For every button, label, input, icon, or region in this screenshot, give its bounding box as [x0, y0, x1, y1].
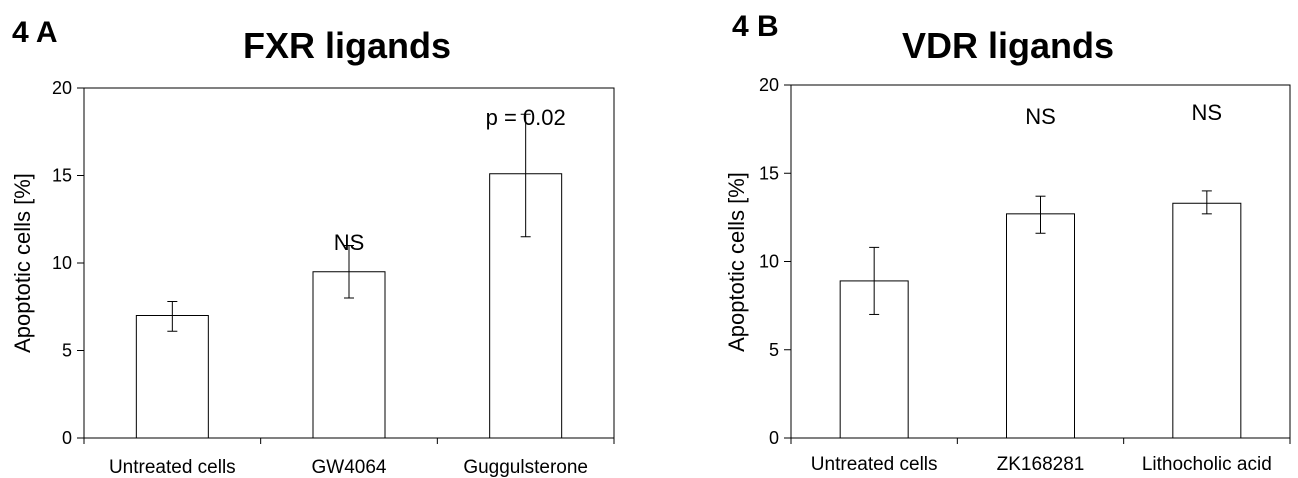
y-axis-title: Apoptotic cells [%]: [10, 173, 35, 353]
y-axis-title: Apoptotic cells [%]: [724, 172, 749, 352]
panel-label: 4 B: [732, 10, 779, 43]
y-tick-label: 20: [759, 75, 779, 95]
chart-panel-a: 4 A FXR ligands Apoptotic cells [%] 0 5 10…: [10, 16, 615, 478]
significance-label: NS: [1192, 100, 1223, 125]
bar: [1172, 202, 1242, 439]
chart-title: FXR ligands: [243, 25, 451, 66]
y-tick-label: 0: [62, 428, 72, 448]
significance-label: p = 0.02: [486, 105, 566, 130]
y-tick-label: 20: [52, 78, 72, 98]
x-tick-label: Untreated cells: [109, 457, 236, 478]
y-tick-label: 10: [52, 253, 72, 273]
significance-label: NS: [1025, 104, 1056, 129]
bar: [1006, 213, 1075, 439]
y-tick-label: 5: [62, 341, 72, 361]
x-tick-label: GW4064: [312, 457, 387, 478]
x-tick-label: Untreated cells: [811, 454, 938, 475]
y-tick-label: 15: [759, 163, 779, 183]
significance-label: NS: [334, 230, 365, 255]
bar: [135, 315, 209, 439]
y-tick-label: 15: [52, 166, 72, 186]
x-tick-label: Guggulsterone: [463, 457, 588, 478]
plot-area: 0 5 10 15 20 Untreated cells ZK168281 NS Lithoch…: [759, 75, 1291, 475]
y-tick-label: 10: [759, 252, 779, 272]
x-tick-label: Lithocholic acid: [1142, 454, 1272, 475]
y-tick-label: 0: [769, 428, 779, 448]
plot-area: 0 5 10 15 20 Untreated cells GW4064 NS Guggulste…: [52, 78, 615, 478]
y-tick-label: 5: [769, 340, 779, 360]
chart-title: VDR ligands: [902, 25, 1114, 66]
bar: [312, 271, 386, 439]
chart-panel-b: 4 B VDR ligands Apoptotic cells [%] 0 5 10…: [724, 10, 1291, 475]
x-tick-label: ZK168281: [997, 454, 1085, 475]
panel-label: 4 A: [12, 16, 58, 49]
